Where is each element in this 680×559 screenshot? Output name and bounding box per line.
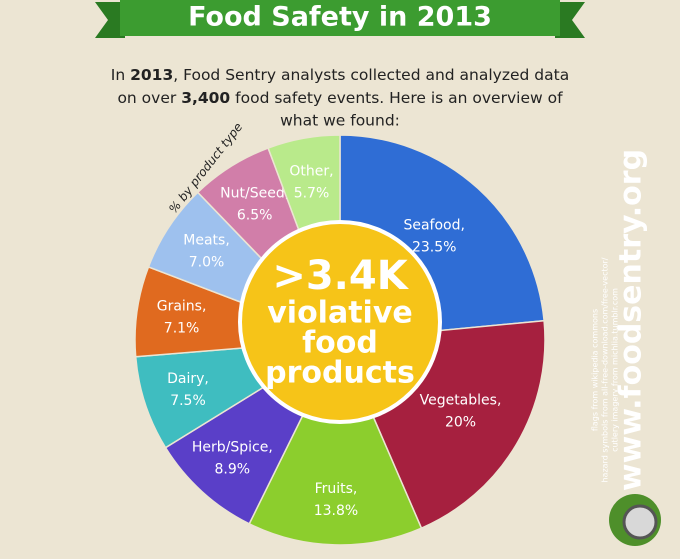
intro-line: on over 3,400 food safety events. Here i…: [117, 89, 563, 107]
intro-text: In: [111, 66, 130, 84]
intro-bold: 2013: [130, 66, 173, 84]
center-text: >3.4K: [272, 253, 409, 299]
intro-line: In 2013, Food Sentry analysts collected …: [111, 66, 569, 84]
slice-label: Herb/Spice,: [192, 439, 273, 455]
slice-label: Nut/Seed,: [220, 186, 289, 202]
banner-tail: [555, 2, 585, 38]
center-circle: [238, 220, 442, 424]
slice-label: Fruits,: [315, 481, 358, 497]
center-text: food: [302, 326, 378, 361]
donut: Seafood, 23.5% Vegetables, 20% Fruits, 13.8% H…: [134, 134, 546, 546]
slice-label: Seafood,: [403, 217, 464, 233]
credit: cutlery imagery from michlia.tumblr.com: [611, 288, 620, 452]
banner: [120, 0, 560, 36]
intro-text: food safety events. Here is an overview …: [230, 89, 563, 107]
credit: flags from wikipedia commons: [591, 309, 600, 431]
intro-text: , Food Sentry analysts collected and ana…: [173, 66, 569, 84]
intro-bold: 3,400: [181, 89, 230, 107]
slice: [248, 338, 423, 546]
slice-label: Vegetables,: [420, 392, 502, 408]
slice-label: Grains,: [157, 298, 207, 314]
banner-tail: [95, 2, 125, 38]
slice-label: Meats,: [183, 233, 230, 249]
slice-label: Other,: [289, 164, 333, 180]
title: Food Safety in 2013: [188, 2, 492, 33]
value-label: 6.5%: [237, 208, 273, 224]
value-label: 7.1%: [164, 320, 200, 336]
value-label: 7.0%: [189, 255, 225, 271]
value-label: 5.7%: [294, 186, 330, 202]
website: www.foodsentry.org: [614, 149, 649, 491]
slice-label: Dairy,: [167, 371, 209, 387]
value-label: 7.5%: [170, 393, 206, 409]
value-label: 23.5%: [412, 239, 456, 255]
intro-text: on over: [117, 89, 181, 107]
value-label: 8.9%: [215, 461, 251, 477]
logo: [622, 504, 658, 540]
center-text: violative: [267, 296, 413, 331]
center-text: products: [265, 356, 415, 391]
value-label: 20%: [445, 414, 476, 430]
credit: hazard symbols from all-free-download.co…: [601, 257, 610, 482]
value-label: 13.8%: [314, 503, 358, 519]
intro-line: what we found:: [280, 112, 400, 130]
